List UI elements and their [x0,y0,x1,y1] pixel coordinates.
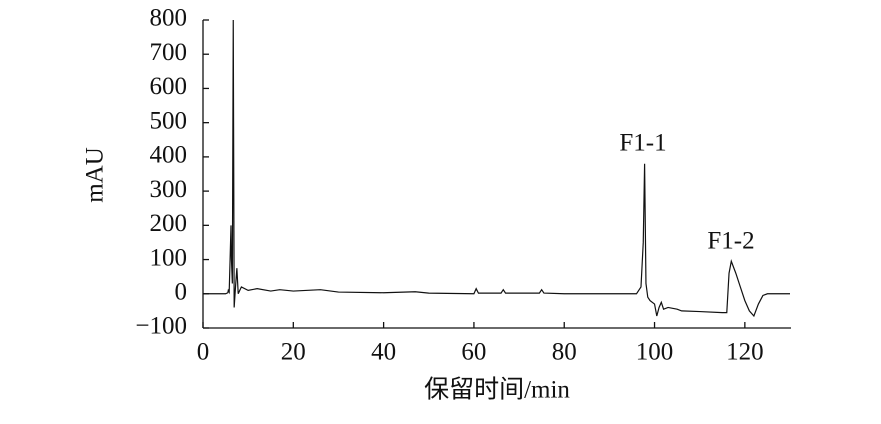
x-tick-label: 100 [636,339,674,366]
y-tick-label: −100 [135,313,187,340]
peak-annotation: F1-2 [707,228,754,255]
y-tick-label: 500 [150,107,188,134]
y-tick-label: 0 [175,279,188,306]
x-tick-label: 0 [197,339,210,366]
y-tick-label: 400 [150,142,188,169]
x-tick-label: 40 [371,339,396,366]
y-tick-label: 100 [150,244,188,271]
peak-annotation: F1-1 [619,130,666,157]
x-tick-label: 80 [552,339,577,366]
y-axis-label: mAU [82,147,109,203]
y-tick-label: 700 [150,39,188,66]
x-axis-label: 保留时间/min [424,376,570,404]
chromatogram-line [203,19,790,318]
y-tick-label: 200 [150,210,188,237]
x-tick-label: 20 [281,339,306,366]
x-tick-label: 60 [461,339,486,366]
x-tick-label: 120 [726,339,764,366]
y-tick-label: 300 [150,176,188,203]
y-tick-label: 600 [150,73,188,100]
y-tick-label: 800 [150,5,188,32]
